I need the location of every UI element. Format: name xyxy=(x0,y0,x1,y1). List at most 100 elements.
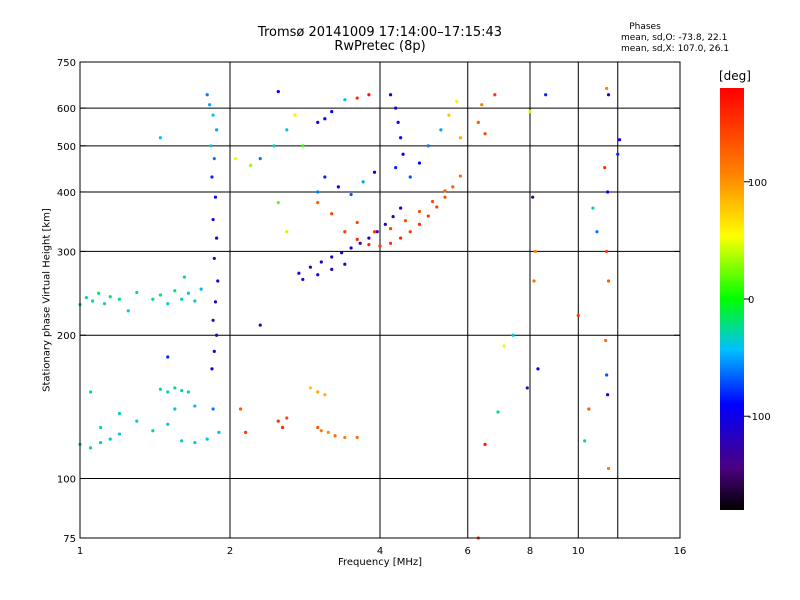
data-point xyxy=(205,437,209,441)
data-point xyxy=(388,241,393,245)
data-point xyxy=(205,93,209,97)
data-point xyxy=(173,289,177,293)
data-point xyxy=(199,287,203,291)
y-tick-label: 100 xyxy=(57,475,76,486)
data-point xyxy=(117,297,122,301)
data-point xyxy=(308,265,313,269)
data-point xyxy=(399,206,403,210)
data-point xyxy=(511,333,515,337)
data-point xyxy=(361,180,365,184)
data-point xyxy=(280,425,285,430)
data-point xyxy=(372,230,377,234)
data-point xyxy=(340,251,344,255)
data-point xyxy=(493,93,497,97)
data-point xyxy=(355,237,359,241)
data-point xyxy=(333,434,337,438)
data-point xyxy=(285,416,289,420)
data-point xyxy=(375,230,379,234)
data-point xyxy=(213,195,218,199)
data-point xyxy=(606,466,611,471)
data-point xyxy=(108,295,112,299)
colorbar-tick-label: 100 xyxy=(748,178,767,189)
data-point xyxy=(323,175,327,179)
data-point xyxy=(173,407,177,411)
data-point xyxy=(193,299,197,303)
data-point xyxy=(394,106,398,110)
data-point xyxy=(343,230,347,234)
grid-lines xyxy=(80,62,680,538)
data-point xyxy=(88,390,93,394)
data-point xyxy=(388,227,393,231)
data-point xyxy=(186,390,190,394)
data-point xyxy=(417,222,422,226)
data-point xyxy=(233,157,237,161)
data-point xyxy=(455,99,459,103)
data-point xyxy=(383,222,387,226)
data-point xyxy=(316,190,320,194)
data-point xyxy=(99,440,103,445)
data-point xyxy=(215,128,219,132)
data-point xyxy=(367,93,371,97)
data-point xyxy=(435,205,439,209)
data-point xyxy=(308,386,313,390)
data-point xyxy=(84,295,88,300)
data-point xyxy=(349,192,353,197)
data-point xyxy=(99,425,103,430)
data-point xyxy=(211,407,215,411)
y-axis-ticks: 75 100 200 300 400 500 600 750 xyxy=(57,58,680,545)
data-point xyxy=(108,437,112,441)
data-point xyxy=(604,338,608,343)
data-point xyxy=(343,435,347,440)
y-tick-label: 600 xyxy=(57,104,76,115)
data-point xyxy=(401,152,405,156)
data-point xyxy=(536,367,540,371)
data-point xyxy=(319,429,323,433)
data-point xyxy=(97,291,101,295)
data-point xyxy=(349,246,353,250)
data-point xyxy=(166,390,170,394)
data-point xyxy=(544,93,548,97)
data-point xyxy=(603,166,607,170)
data-point xyxy=(211,318,215,322)
data-point xyxy=(186,291,190,295)
y-tick-label: 75 xyxy=(63,534,76,545)
data-point xyxy=(587,407,591,411)
x-tick-label: 4 xyxy=(377,546,383,557)
data-point xyxy=(207,103,212,107)
data-point xyxy=(476,120,480,124)
x-tick-label: 10 xyxy=(572,546,585,557)
data-point xyxy=(430,199,435,204)
data-point xyxy=(166,422,170,426)
x-axis-ticks: 1 2 4 6 8 10 16 xyxy=(77,546,687,557)
data-point xyxy=(605,86,609,91)
data-point xyxy=(458,136,463,140)
data-point xyxy=(330,267,334,272)
data-point xyxy=(117,411,122,416)
data-point xyxy=(326,430,330,434)
colorbar-tick-label: -100 xyxy=(748,412,771,423)
x-tick-label: 2 xyxy=(227,546,233,557)
data-point xyxy=(606,279,611,283)
data-point xyxy=(355,220,359,225)
data-point xyxy=(372,170,377,174)
data-point xyxy=(443,189,447,193)
data-point xyxy=(319,260,323,264)
data-point xyxy=(211,113,215,117)
y-tick-label: 750 xyxy=(57,58,76,69)
data-point xyxy=(212,256,216,261)
data-point xyxy=(343,98,347,102)
data-point xyxy=(210,367,214,371)
data-point xyxy=(216,279,220,283)
colorbar-unit: [deg] xyxy=(719,69,751,83)
data-point xyxy=(193,440,197,445)
data-point xyxy=(301,277,305,282)
data-point xyxy=(458,174,463,178)
data-point xyxy=(502,344,506,348)
data-point xyxy=(135,290,139,295)
data-point xyxy=(391,215,395,219)
data-point xyxy=(158,293,163,297)
data-point xyxy=(285,128,289,132)
data-point xyxy=(451,185,455,189)
data-point xyxy=(533,249,537,254)
